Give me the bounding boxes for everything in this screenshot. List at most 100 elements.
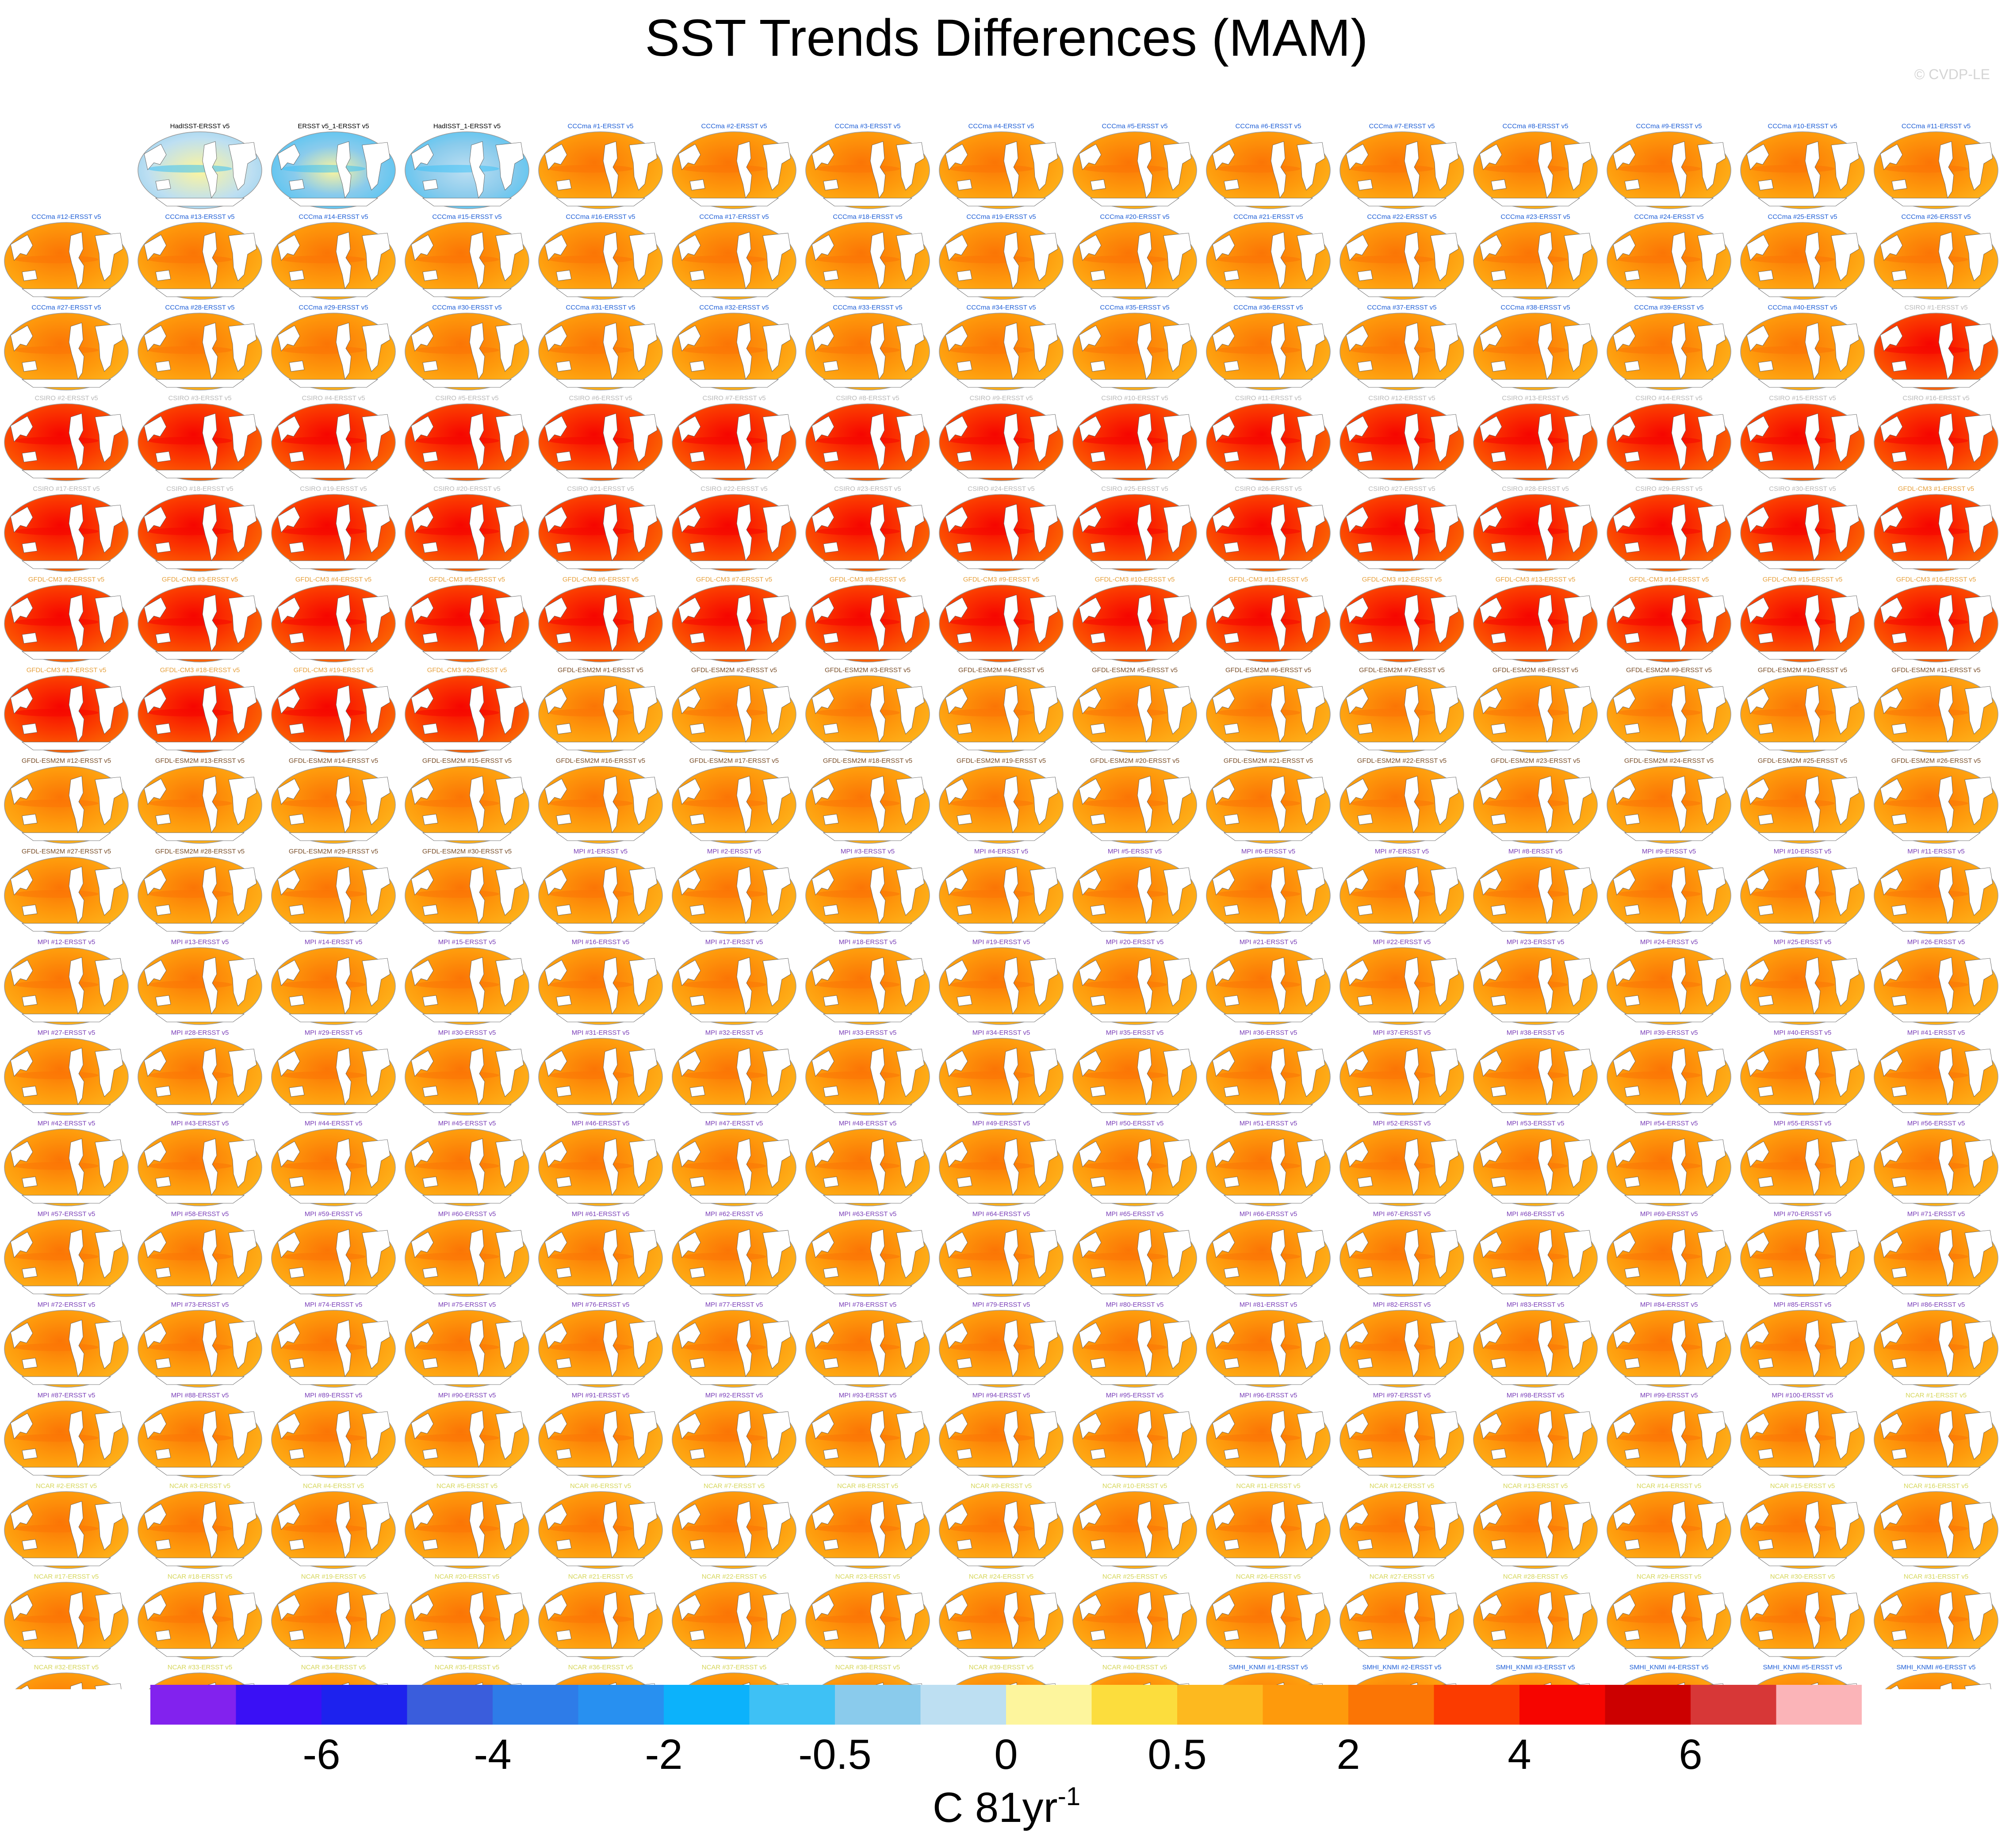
panel-label: CCCma #24-ERSST v5 — [1634, 213, 1703, 221]
landmass — [1831, 958, 1860, 1006]
landmass — [1490, 742, 1581, 750]
equatorial-band — [949, 1524, 1033, 1533]
map-panel: MPI #44-ERSST v5 — [271, 1120, 396, 1206]
equatorial-band — [1617, 890, 1701, 898]
landmass — [1613, 1413, 1636, 1439]
map-panel: MPI #69-ERSST v5 — [1607, 1210, 1731, 1297]
landmass — [1964, 233, 1993, 281]
landmass — [1891, 1014, 1981, 1022]
equatorial-band — [281, 165, 366, 173]
landmass — [469, 1138, 485, 1196]
landmass — [144, 325, 167, 352]
landmass — [762, 142, 791, 191]
map-panel: GFDL-ESM2M #23-ERSST v5 — [1473, 757, 1598, 844]
map-panel: NCAR #26-ERSST v5 — [1206, 1573, 1331, 1660]
map-panel: CSIRO #5-ERSST v5 — [405, 394, 529, 481]
map-panel: NCAR #30-ERSST v5 — [1740, 1573, 1865, 1660]
landmass — [945, 144, 968, 170]
landmass — [469, 141, 485, 199]
panel-label: CCCma #2-ERSST v5 — [701, 122, 767, 130]
map-panel: GFDL-CM3 #6-ERSST v5 — [538, 576, 663, 662]
landmass — [957, 723, 972, 735]
panel-label: CCCma #18-ERSST v5 — [833, 213, 902, 221]
landmass — [762, 1048, 791, 1097]
landmass — [1697, 595, 1726, 644]
landmass — [823, 995, 839, 1006]
landmass — [469, 1501, 485, 1559]
landmass — [823, 1086, 839, 1097]
equatorial-band — [1750, 165, 1835, 173]
landmass — [629, 323, 658, 372]
colorbar-swatch — [321, 1685, 407, 1725]
map-panel: MPI #51-ERSST v5 — [1206, 1120, 1331, 1206]
landmass — [1891, 723, 1907, 735]
landmass — [956, 560, 1046, 569]
landmass — [678, 1504, 701, 1530]
landmass — [1490, 923, 1581, 932]
map-panel: MPI #13-ERSST v5 — [138, 938, 262, 1025]
landmass — [823, 814, 839, 825]
equatorial-band — [1083, 1071, 1167, 1079]
landmass — [544, 1504, 567, 1530]
landmass — [762, 1502, 791, 1550]
landmass — [1624, 1630, 1640, 1641]
map-panel: CSIRO #7-ERSST v5 — [672, 394, 796, 481]
landmass — [1613, 325, 1636, 352]
landmass — [1757, 470, 1848, 478]
equatorial-band — [1617, 1071, 1701, 1079]
map-panel: NCAR #13-ERSST v5 — [1473, 1482, 1598, 1569]
map-panel: CCCma #36-ERSST v5 — [1206, 304, 1331, 390]
equatorial-band — [1617, 1343, 1701, 1351]
landmass — [1613, 1594, 1636, 1621]
landmass — [288, 1104, 379, 1113]
landmass — [228, 414, 257, 463]
equatorial-band — [548, 1252, 633, 1261]
panel-label: CCCma #35-ERSST v5 — [1100, 304, 1169, 311]
landmass — [22, 1630, 38, 1641]
map-panel: CCCma #34-ERSST v5 — [939, 304, 1064, 390]
landmass — [1297, 1139, 1325, 1188]
equatorial-band — [1483, 799, 1568, 807]
landmass — [1891, 1557, 1981, 1566]
panel-label: GFDL-CM3 #20-ERSST v5 — [427, 666, 507, 674]
landmass — [1831, 1411, 1860, 1460]
map-panel: GFDL-CM3 #5-ERSST v5 — [405, 576, 529, 662]
map-panel: GFDL-CM3 #15-ERSST v5 — [1740, 576, 1865, 662]
landmass — [1880, 778, 1903, 805]
panel-label: NCAR #8-ERSST v5 — [837, 1482, 898, 1490]
landmass — [689, 470, 779, 478]
landmass — [1479, 144, 1502, 170]
landmass — [1613, 960, 1636, 986]
landmass — [689, 451, 705, 463]
landmass — [362, 1411, 390, 1460]
panel-label: MPI #39-ERSST v5 — [1640, 1029, 1698, 1037]
map-panel: MPI #1-ERSST v5 — [538, 848, 663, 934]
landmass — [1964, 1683, 1991, 1689]
panel-label: MPI #83-ERSST v5 — [1507, 1301, 1565, 1309]
colorbar-tick-label: 0.5 — [1148, 1731, 1206, 1778]
landmass — [1346, 1413, 1369, 1439]
equatorial-band — [682, 346, 766, 354]
map-panel: MPI #29-ERSST v5 — [271, 1029, 396, 1116]
panel-label: GFDL-ESM2M #15-ERSST v5 — [422, 757, 512, 765]
equatorial-band — [1884, 1162, 1968, 1170]
landmass — [678, 1141, 701, 1167]
panel-label: GFDL-CM3 #14-ERSST v5 — [1629, 576, 1709, 583]
landmass — [95, 867, 123, 916]
landmass — [870, 594, 886, 652]
landmass — [689, 1358, 705, 1369]
panel-label: HadISST_1-ERSST v5 — [433, 122, 501, 130]
landmass — [689, 923, 779, 932]
landmass — [1003, 413, 1019, 471]
panel-label: CCCma #22-ERSST v5 — [1367, 213, 1436, 221]
landmass — [469, 1048, 485, 1106]
landmass — [422, 814, 438, 825]
landmass — [1890, 1685, 1899, 1689]
landmass — [678, 1594, 701, 1621]
landmass — [1271, 1592, 1286, 1649]
landmass — [362, 1139, 390, 1188]
landmass — [1831, 595, 1860, 644]
landmass — [202, 594, 218, 652]
landmass — [1697, 414, 1726, 463]
landmass — [556, 451, 572, 463]
